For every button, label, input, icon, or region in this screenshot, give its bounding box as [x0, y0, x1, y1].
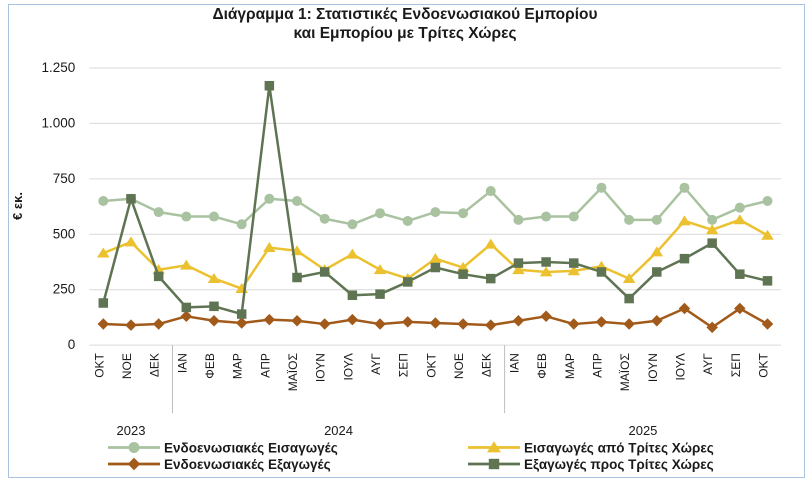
svg-text:ΙΑΝ: ΙΑΝ: [507, 353, 521, 373]
svg-text:Εισαγωγές από Τρίτες Χώρες: Εισαγωγές από Τρίτες Χώρες: [524, 441, 714, 456]
svg-text:1.250: 1.250: [42, 60, 76, 75]
svg-text:250: 250: [53, 282, 76, 297]
svg-text:ΝΟΕ: ΝΟΕ: [120, 353, 134, 379]
svg-text:ΑΠΡ: ΑΠΡ: [258, 353, 272, 378]
svg-text:ΙΟΥΝ: ΙΟΥΝ: [646, 353, 660, 382]
svg-text:ΟΚΤ: ΟΚΤ: [424, 352, 438, 377]
svg-text:ΜΑΪΟΣ: ΜΑΪΟΣ: [286, 353, 300, 391]
svg-text:€ εκ.: € εκ.: [10, 192, 25, 220]
svg-text:ΔΕΚ: ΔΕΚ: [480, 353, 494, 377]
svg-text:Ενδοενωσιακές Εισαγωγές: Ενδοενωσιακές Εισαγωγές: [164, 441, 338, 456]
svg-text:ΑΥΓ: ΑΥΓ: [701, 353, 715, 375]
svg-text:ΙΑΝ: ΙΑΝ: [175, 353, 189, 373]
svg-text:ΜΑΪΟΣ: ΜΑΪΟΣ: [618, 353, 632, 391]
svg-text:ΣΕΠ: ΣΕΠ: [397, 353, 411, 377]
svg-text:ΑΠΡ: ΑΠΡ: [590, 353, 604, 378]
svg-text:ΜΑΡ: ΜΑΡ: [563, 353, 577, 379]
svg-text:ΑΥΓ: ΑΥΓ: [369, 353, 383, 375]
svg-text:ΝΟΕ: ΝΟΕ: [452, 353, 466, 379]
svg-text:ΜΑΡ: ΜΑΡ: [231, 353, 245, 379]
svg-text:2023: 2023: [117, 423, 146, 438]
svg-text:ΦΕΒ: ΦΕΒ: [535, 353, 549, 379]
svg-text:2025: 2025: [628, 423, 657, 438]
svg-text:Εξαγωγές προς Τρίτες Χώρες: Εξαγωγές προς Τρίτες Χώρες: [524, 457, 714, 472]
svg-text:750: 750: [53, 171, 76, 186]
svg-text:2024: 2024: [324, 423, 353, 438]
svg-text:ΔΕΚ: ΔΕΚ: [148, 353, 162, 377]
svg-text:Ενδοενωσιακές Εξαγωγές: Ενδοενωσιακές Εξαγωγές: [164, 457, 331, 472]
svg-text:ΣΕΠ: ΣΕΠ: [729, 353, 743, 377]
svg-text:1.000: 1.000: [42, 115, 76, 130]
svg-text:ΟΚΤ: ΟΚΤ: [92, 352, 106, 377]
svg-text:0: 0: [68, 337, 76, 352]
svg-text:ΙΟΥΛ: ΙΟΥΛ: [673, 353, 687, 380]
svg-text:ΙΟΥΛ: ΙΟΥΛ: [341, 353, 355, 380]
svg-text:ΦΕΒ: ΦΕΒ: [203, 353, 217, 379]
svg-text:500: 500: [53, 226, 76, 241]
svg-text:ΙΟΥΝ: ΙΟΥΝ: [314, 353, 328, 382]
svg-text:ΟΚΤ: ΟΚΤ: [757, 352, 771, 377]
